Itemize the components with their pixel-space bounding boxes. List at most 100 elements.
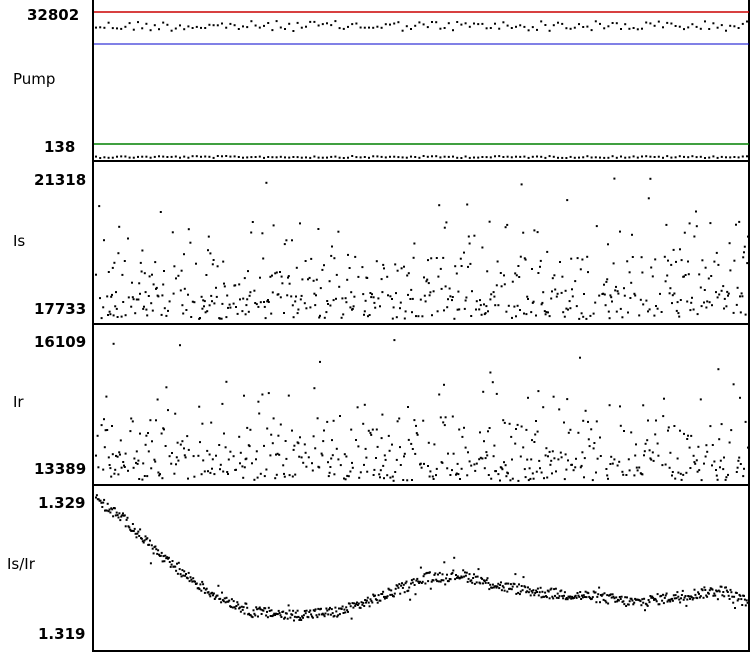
ratio-point: [721, 594, 724, 597]
ir-point: [364, 447, 367, 450]
ratio-point: [579, 591, 582, 593]
ir-point: [695, 459, 698, 462]
ratio-point: [311, 616, 314, 619]
ratio-point: [455, 574, 457, 576]
ratio-point: [117, 516, 120, 519]
pump-point: [401, 29, 404, 32]
pump-point: [145, 22, 148, 25]
ir-point: [595, 420, 598, 423]
ir-point: [415, 424, 417, 427]
ratio-point: [632, 603, 635, 606]
ir-point: [284, 440, 287, 442]
ir-point: [258, 412, 261, 415]
ratio-point: [628, 600, 631, 603]
ir-point: [311, 462, 313, 465]
is-point: [361, 266, 364, 269]
ir-point: [654, 433, 657, 436]
ir-point: [558, 408, 561, 411]
pump-point: [300, 26, 303, 29]
is-point: [468, 242, 471, 245]
ir-point: [627, 458, 630, 461]
ir-point: [486, 454, 489, 457]
ir-point: [693, 461, 696, 464]
is-point: [659, 292, 661, 295]
ir-point: [747, 446, 749, 449]
ir-point: [239, 462, 241, 465]
ir-point: [511, 477, 514, 480]
ratio-point: [495, 586, 498, 589]
pump-point: [384, 23, 387, 26]
is-point: [727, 294, 729, 297]
ir-point: [363, 463, 365, 466]
ratio-point: [475, 581, 478, 584]
ir-point: [395, 458, 398, 461]
is-point: [475, 300, 478, 303]
ratio-point: [675, 597, 678, 600]
ratio-point: [255, 606, 258, 609]
ratio-point: [615, 596, 618, 599]
ir-point: [503, 461, 505, 464]
ratio-point: [356, 601, 358, 604]
ir-point: [452, 452, 455, 455]
is-point: [617, 292, 620, 295]
is-point: [203, 300, 206, 303]
is-point: [295, 295, 297, 298]
is-point: [160, 313, 163, 316]
pump-point: [305, 156, 307, 159]
is-point: [131, 296, 134, 299]
pump-point: [258, 155, 261, 158]
ir-point: [715, 469, 717, 471]
is-point: [516, 304, 519, 307]
ir-point: [249, 428, 252, 431]
is-point: [206, 310, 209, 313]
is-point: [167, 309, 169, 312]
ratio-point: [349, 605, 352, 608]
is-point: [619, 230, 621, 233]
is-point: [664, 280, 667, 283]
ratio-point: [227, 600, 230, 603]
is-point: [679, 299, 682, 301]
ratio-point: [727, 594, 730, 597]
pump-point: [489, 156, 492, 159]
ratio-point: [663, 596, 666, 599]
ir-point: [344, 478, 347, 481]
ratio-point: [630, 597, 633, 600]
ir-point: [716, 478, 719, 481]
pump-point: [594, 156, 597, 159]
ratio-point: [699, 595, 702, 598]
ratio-point: [461, 576, 464, 579]
is-point: [225, 316, 228, 319]
pump-point: [494, 155, 496, 158]
pump-point: [246, 26, 249, 29]
ratio-point: [597, 593, 600, 596]
ir-point: [505, 475, 508, 478]
ratio-point: [138, 535, 141, 537]
ir-point: [174, 412, 177, 415]
is-point: [332, 299, 335, 302]
pump-point: [552, 24, 555, 27]
is-point: [654, 258, 657, 261]
ir-point: [391, 443, 393, 446]
is-point: [479, 299, 481, 302]
ir-point: [700, 479, 703, 482]
ratio-point: [195, 582, 198, 585]
ir-point: [495, 470, 497, 473]
ratio-point: [269, 615, 272, 617]
ir-point: [238, 435, 241, 438]
ir-point: [517, 479, 520, 482]
is-point: [425, 280, 428, 283]
is-point: [672, 248, 675, 251]
is-point: [623, 287, 625, 290]
is-point: [193, 301, 196, 304]
is-point: [312, 279, 315, 282]
ir-point: [692, 454, 695, 457]
ir-point: [504, 464, 507, 467]
ir-point: [595, 471, 597, 474]
is-point: [527, 298, 529, 300]
pump-point: [221, 22, 223, 25]
ratio-point: [437, 580, 440, 583]
is-point: [564, 289, 567, 292]
is-point: [291, 239, 293, 242]
is-point: [668, 292, 671, 295]
is-point: [310, 257, 313, 260]
